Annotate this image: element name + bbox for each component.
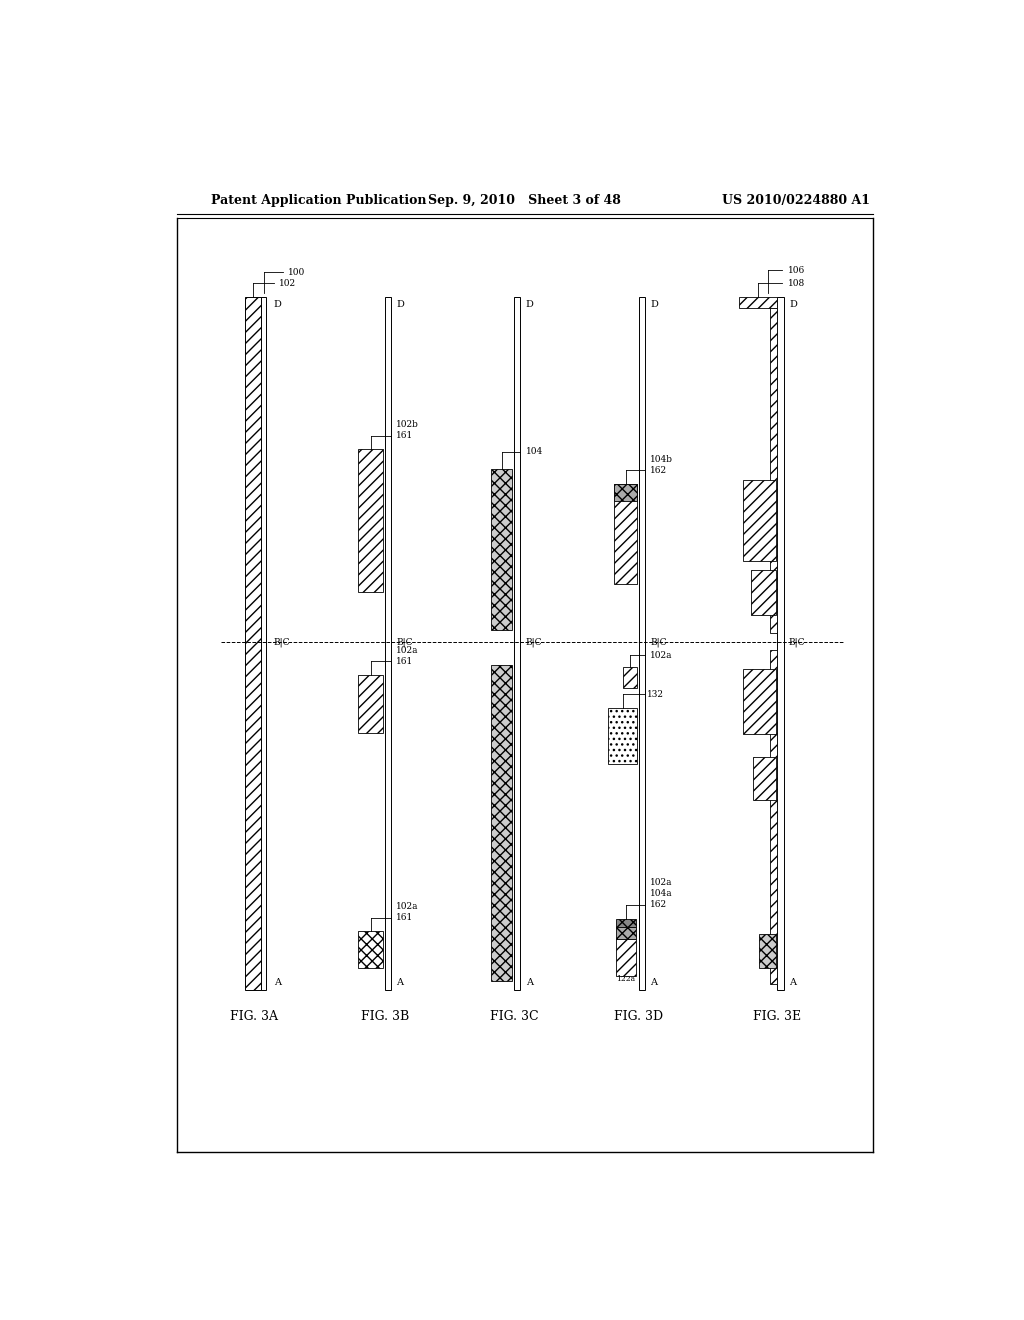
Text: B|C: B|C (273, 638, 290, 647)
Text: B|C: B|C (525, 638, 542, 647)
Text: 106: 106 (788, 265, 806, 275)
Text: 162: 162 (650, 466, 668, 475)
Bar (245, 297, 261, 990)
Text: FIG. 3A: FIG. 3A (229, 1010, 278, 1023)
Text: 104: 104 (526, 447, 544, 457)
Text: 102a: 102a (396, 903, 419, 911)
Bar (608, 709, 637, 763)
Text: 102: 102 (280, 279, 296, 288)
Bar (739, 297, 777, 308)
Text: Sep. 9, 2010   Sheet 3 of 48: Sep. 9, 2010 Sheet 3 of 48 (428, 194, 622, 207)
Text: B|C: B|C (788, 638, 806, 647)
Text: D: D (525, 300, 534, 309)
Text: 161: 161 (396, 657, 414, 665)
Text: D: D (788, 300, 797, 309)
Bar (615, 919, 636, 927)
Bar (743, 669, 776, 734)
Text: A: A (525, 978, 532, 987)
Text: 162: 162 (650, 900, 668, 909)
Text: D: D (396, 300, 404, 309)
Bar (614, 484, 637, 585)
Text: 108: 108 (788, 279, 806, 288)
Text: 100: 100 (289, 268, 305, 277)
Text: B|C: B|C (650, 638, 667, 647)
Bar (753, 758, 776, 800)
Bar (614, 484, 637, 502)
Text: 161: 161 (396, 913, 414, 923)
Bar (358, 449, 383, 591)
Bar (777, 297, 783, 990)
Text: 132: 132 (646, 690, 664, 698)
Text: 104a: 104a (650, 890, 673, 898)
Bar (514, 297, 520, 990)
Bar (624, 667, 637, 688)
Bar (752, 570, 776, 615)
Text: FIG. 3D: FIG. 3D (614, 1010, 664, 1023)
Bar (770, 649, 777, 983)
Bar (615, 927, 636, 940)
Text: 122a: 122a (615, 975, 635, 983)
Bar (743, 480, 776, 561)
Bar (358, 932, 383, 969)
Bar (615, 940, 636, 977)
Text: A: A (650, 978, 657, 987)
Bar (490, 665, 512, 981)
Text: B|C: B|C (396, 638, 413, 647)
Text: US 2010/0224880 A1: US 2010/0224880 A1 (722, 194, 869, 207)
Bar (770, 308, 777, 632)
Text: D: D (650, 300, 658, 309)
Text: 104b: 104b (650, 455, 674, 463)
Text: 102a: 102a (650, 879, 673, 887)
Text: A: A (396, 978, 403, 987)
Text: 102a: 102a (396, 645, 419, 655)
Text: Patent Application Publication: Patent Application Publication (211, 194, 427, 207)
Text: FIG. 3E: FIG. 3E (754, 1010, 802, 1023)
Bar (385, 297, 391, 990)
Text: 161: 161 (396, 432, 414, 440)
Bar (490, 469, 512, 631)
Text: A: A (788, 978, 796, 987)
Text: 102a: 102a (650, 651, 673, 660)
Bar (358, 675, 383, 733)
Text: A: A (273, 978, 281, 987)
Text: D: D (273, 300, 282, 309)
Bar (639, 297, 645, 990)
Text: 102b: 102b (396, 420, 419, 429)
Text: FIG. 3B: FIG. 3B (360, 1010, 409, 1023)
Text: FIG. 3C: FIG. 3C (489, 1010, 539, 1023)
Bar (261, 297, 266, 990)
Bar (759, 933, 776, 969)
